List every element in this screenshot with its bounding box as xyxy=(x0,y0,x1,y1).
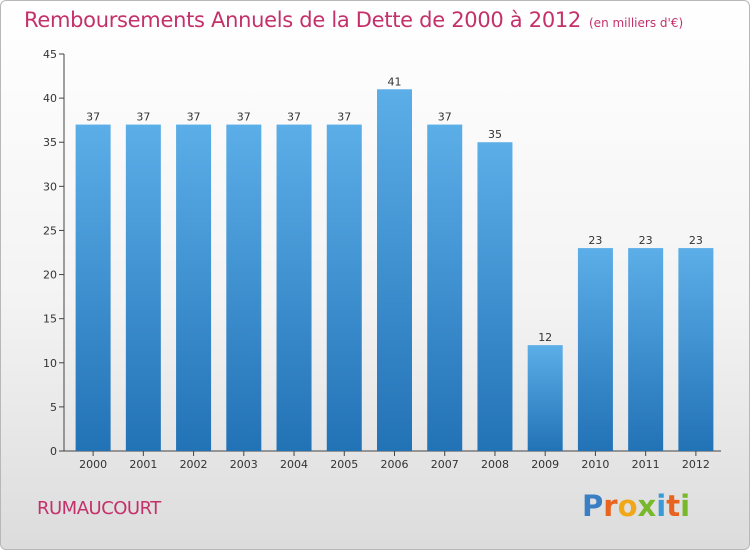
x-tick-label: 2003 xyxy=(230,458,258,471)
bar xyxy=(125,124,161,452)
bar-value-label: 12 xyxy=(538,331,552,344)
x-tick-label: 2006 xyxy=(381,458,409,471)
bar-value-label: 37 xyxy=(237,111,251,124)
y-tick-label: 20 xyxy=(43,269,57,282)
x-tick-label: 2002 xyxy=(180,458,208,471)
x-tick-label: 2007 xyxy=(431,458,459,471)
chart-title: Remboursements Annuels de la Dette de 20… xyxy=(24,8,683,32)
bar-value-label: 23 xyxy=(689,234,703,247)
bar xyxy=(527,345,563,451)
x-tick-label: 2001 xyxy=(129,458,157,471)
x-tick-label: 2000 xyxy=(79,458,107,471)
logo-letter: t xyxy=(666,489,681,523)
bar xyxy=(628,248,664,451)
y-tick-label: 5 xyxy=(50,401,57,414)
bar xyxy=(75,124,111,452)
x-tick-label: 2009 xyxy=(531,458,559,471)
chart-data-labels: 37 37 37 37 37 37 41 37 35 12 23 23 23 xyxy=(86,75,703,344)
x-tick-label: 2012 xyxy=(682,458,710,471)
y-tick-label: 45 xyxy=(43,48,57,61)
bar-value-label: 37 xyxy=(86,111,100,124)
chart-axes: 0 5 10 15 20 25 30 35 40 45 2000 2001 2002 2003 2004 20… xyxy=(43,48,721,471)
y-tick-label: 25 xyxy=(43,224,57,237)
logo-letter: r xyxy=(603,489,618,523)
y-tick-label: 0 xyxy=(50,445,57,458)
logo-letter: i xyxy=(680,489,691,523)
y-tick-label: 40 xyxy=(43,92,57,105)
bar-value-label: 37 xyxy=(136,111,150,124)
logo-letter: x xyxy=(637,489,657,523)
bar xyxy=(176,124,212,452)
x-tick-label: 2010 xyxy=(581,458,609,471)
bar-value-label: 23 xyxy=(639,234,653,247)
chart-title-text: Remboursements Annuels de la Dette de 20… xyxy=(24,8,581,32)
logo-letter: o xyxy=(617,489,638,523)
proxiti-logo: Proxiti xyxy=(582,489,690,523)
bar xyxy=(377,89,412,452)
y-tick-label: 10 xyxy=(43,357,57,370)
bar-value-label: 35 xyxy=(488,128,502,141)
bar-value-label: 23 xyxy=(588,234,602,247)
bar-value-label: 41 xyxy=(388,75,402,88)
x-tick-label: 2008 xyxy=(481,458,509,471)
bar-value-label: 37 xyxy=(337,111,351,124)
y-tick-label: 30 xyxy=(43,180,57,193)
bar xyxy=(226,124,262,452)
bar xyxy=(678,248,714,451)
bar xyxy=(326,124,362,452)
bar-value-label: 37 xyxy=(187,111,201,124)
x-tick-label: 2005 xyxy=(330,458,358,471)
bar-value-label: 37 xyxy=(287,111,301,124)
commune-name: RUMAUCOURT xyxy=(37,498,161,519)
logo-letter: i xyxy=(656,489,667,523)
x-tick-label: 2011 xyxy=(632,458,660,471)
bar-value-label: 37 xyxy=(438,111,452,124)
bar xyxy=(427,124,463,452)
chart-bars xyxy=(75,89,714,452)
logo-letter: P xyxy=(582,489,604,523)
chart-unit: (en milliers d'€) xyxy=(589,16,684,30)
y-tick-label: 35 xyxy=(43,136,57,149)
y-tick-label: 15 xyxy=(43,313,57,326)
x-tick-label: 2004 xyxy=(280,458,308,471)
bar xyxy=(577,248,613,451)
bar xyxy=(477,142,513,451)
bar xyxy=(276,124,312,452)
